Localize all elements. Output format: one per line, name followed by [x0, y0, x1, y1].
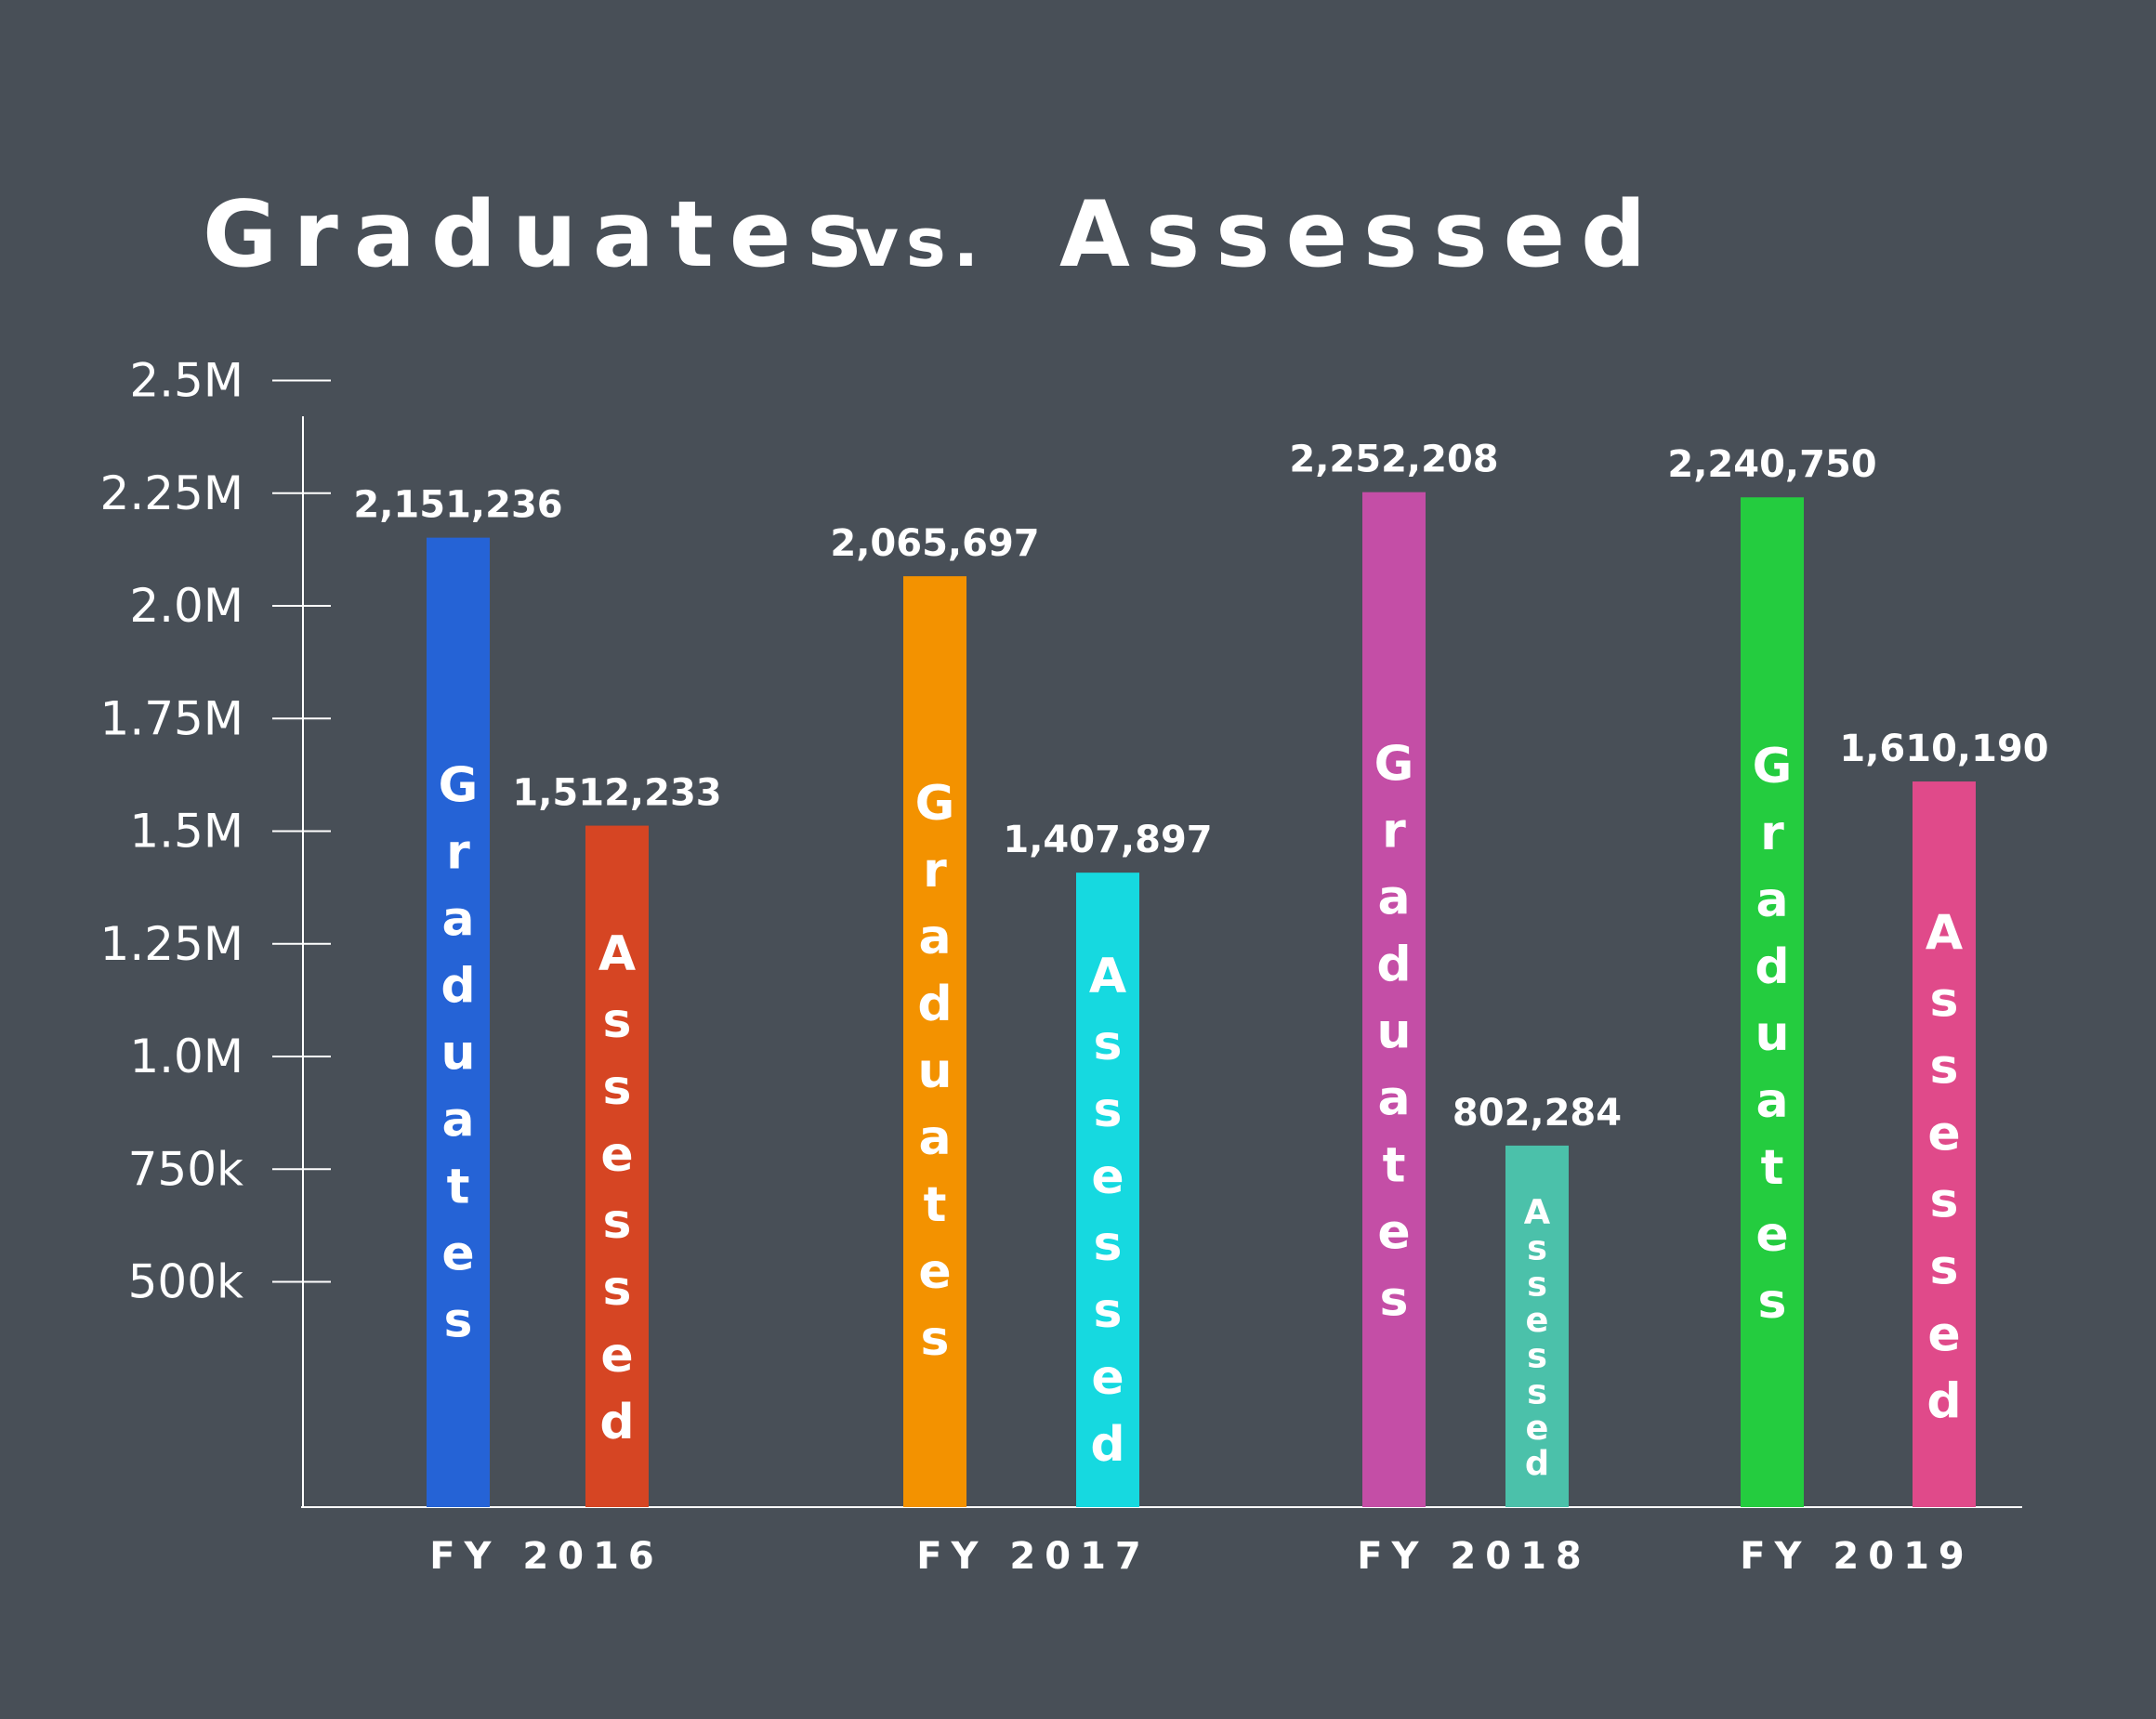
y-tick-label: 1.0M — [129, 1030, 243, 1083]
y-tick-label: 500k — [128, 1255, 243, 1309]
y-tick-label: 1.5M — [129, 805, 243, 859]
y-tick-label: 2.0M — [129, 579, 243, 633]
graduates-bar — [1741, 497, 1804, 1507]
data-label: 802,284 — [1453, 1092, 1622, 1135]
bars — [427, 492, 1976, 1507]
y-tick-label: 1.75M — [100, 691, 243, 745]
x-axis-labels: FY 2016 FY 2017 FY 2018 FY 2019 — [429, 1535, 1974, 1578]
x-axis-category-label: FY 2018 — [1357, 1535, 1591, 1578]
graduates-bar — [427, 537, 490, 1507]
y-tick-label: 1.25M — [100, 917, 243, 971]
data-label: 1,512,233 — [512, 772, 721, 815]
data-label: 2,151,236 — [353, 484, 562, 527]
graduates-bar — [903, 576, 966, 1507]
data-label: 2,252,208 — [1289, 439, 1498, 481]
data-label: 2,240,750 — [1667, 443, 1876, 486]
data-label: 1,610,190 — [1839, 728, 2048, 770]
assessed-bar — [1505, 1145, 1569, 1507]
data-label: 1,407,897 — [1003, 819, 1212, 861]
data-label: 2,065,697 — [830, 522, 1039, 565]
graduates-bar — [1362, 492, 1426, 1507]
x-axis-category-label: FY 2019 — [1740, 1535, 1974, 1578]
value-labels: 2,151,236 2,065,697 2,252,208 2,240,750 1,51… — [353, 439, 2048, 1135]
y-tick-label: 750k — [128, 1142, 243, 1196]
chart-title: Graduates vs. Assessed — [203, 182, 1662, 288]
x-axis-category-label: FY 2016 — [429, 1535, 664, 1578]
y-tick-label: 2.5M — [129, 354, 243, 408]
y-ticks: 500k 750k 1.0M 1.25M 1.5M 1.75M 2.0M 2.25M 2.5M — [100, 354, 331, 1309]
y-tick-label: 2.25M — [100, 466, 243, 520]
assessed-bar — [585, 825, 649, 1507]
assessed-bar — [1076, 873, 1139, 1507]
assessed-bar — [1913, 781, 1976, 1507]
chart-title-part-vs: vs. — [855, 203, 986, 282]
chart-title-part-graduates: Graduates — [203, 182, 877, 288]
chart-title-part-assessed: Assessed — [1059, 182, 1662, 288]
x-axis-category-label: FY 2017 — [916, 1535, 1150, 1578]
